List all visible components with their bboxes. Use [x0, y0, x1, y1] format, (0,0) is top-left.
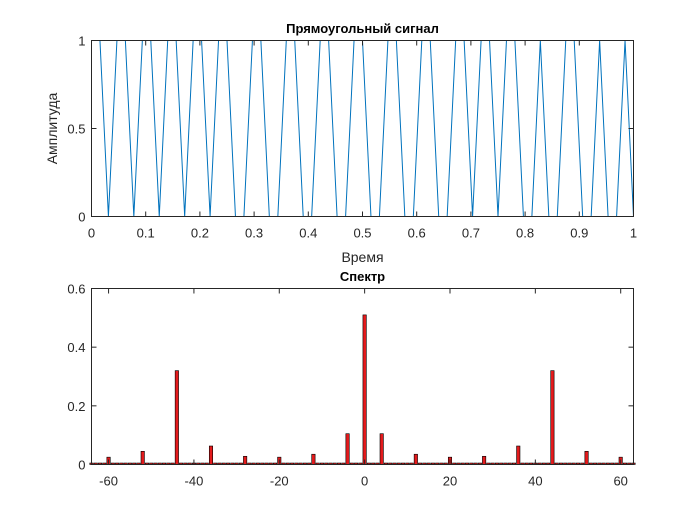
spectrum-peak-bar: [516, 445, 521, 465]
spectrum-peak-bar: [140, 450, 145, 465]
spectrum-peak-bar: [413, 453, 418, 465]
signal-xtick-label: 0: [88, 226, 95, 241]
spectrum-xtick-label: -60: [99, 474, 118, 489]
spectrum-peak-bar: [584, 450, 589, 465]
signal-ticks: 0 0.1 0.2 0.3 0.4 0.5 0.6 0.7 0.8 0.9 1 0 0.5 1: [67, 34, 637, 241]
spectrum-title: Спектр: [340, 269, 385, 284]
spectrum-ytick-label: 0: [78, 458, 85, 473]
spectrum-peak-bar: [345, 433, 350, 465]
signal-xtick-label: 0.7: [462, 226, 480, 241]
signal-axes-box: [91, 40, 634, 217]
spectrum-peak-bar: [311, 453, 316, 465]
signal-ylabel: Амплитуда: [44, 92, 60, 164]
spectrum-xtick-label: 20: [443, 474, 457, 489]
spectrum-peak-bar: [550, 370, 555, 465]
spectrum-peak-bar: [208, 445, 213, 465]
signal-xtick-label: 1: [630, 226, 637, 241]
signal-xtick-label: 0.1: [137, 226, 155, 241]
spectrum-ticks: -60 -40 -20 0 20 40 60 0 0.2 0.4 0.6: [67, 282, 634, 489]
signal-xtick-label: 0.2: [191, 226, 209, 241]
signal-xlabel: Время: [341, 249, 383, 265]
signal-xtick-label: 0.9: [570, 226, 588, 241]
signal-xtick-label: 0.6: [408, 226, 426, 241]
spectrum-xtick-label: -40: [185, 474, 204, 489]
spectrum-peak-bar: [243, 455, 248, 465]
signal-axes: Прямоугольный сигнал Амплитуда Время 0 0.…: [44, 21, 637, 265]
spectrum-axes-box: [91, 288, 634, 465]
spectrum-xtick-label: 0: [361, 474, 368, 489]
spectrum-peak-bar: [362, 314, 367, 465]
signal-ytick-label: 1: [78, 34, 85, 49]
spectrum-peak-bar: [379, 433, 384, 465]
signal-xtick-label: 0.5: [353, 226, 371, 241]
spectrum-ytick-label: 0.2: [67, 399, 85, 414]
spectrum-xtick-label: 40: [528, 474, 542, 489]
spectrum-xtick-label: 60: [613, 474, 627, 489]
signal-xtick-label: 0.4: [299, 226, 317, 241]
spectrum-peak-bar: [174, 370, 179, 465]
spectrum-plot-area: [91, 288, 634, 465]
signal-xtick-label: 0.3: [245, 226, 263, 241]
signal-xtick-label: 0.8: [516, 226, 534, 241]
signal-ytick-label: 0: [78, 210, 85, 225]
signal-plot-area: [91, 40, 634, 217]
spectrum-ytick-label: 0.4: [67, 340, 85, 355]
signal-ytick-label: 0.5: [67, 122, 85, 137]
signal-title: Прямоугольный сигнал: [286, 21, 439, 36]
spectrum-xtick-label: -20: [270, 474, 289, 489]
spectrum-peak-bar: [482, 455, 487, 465]
spectrum-ytick-label: 0.6: [67, 282, 85, 297]
spectrum-axes: Спектр -60 -40 -20 0 20 40 60 0 0.2 0.4 0.6: [67, 269, 636, 489]
